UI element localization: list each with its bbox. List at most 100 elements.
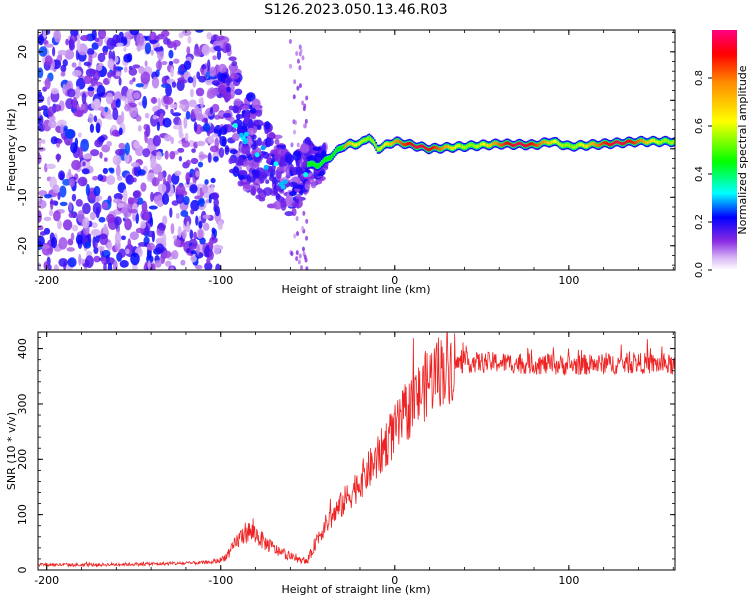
noise-cell: [122, 217, 126, 222]
noise-cell: [190, 88, 194, 98]
carrier-cell: [471, 143, 474, 147]
spectrogram-ytick-label: 20: [16, 45, 29, 59]
noise-cell: [80, 139, 90, 152]
noise-cell: [171, 81, 177, 88]
noise-cell: [123, 66, 128, 73]
noise-cell: [43, 216, 52, 222]
noise-cell: [150, 157, 157, 168]
noise-cell: [45, 163, 56, 170]
noise-cell: [135, 212, 139, 224]
carrier-cell: [417, 145, 419, 149]
noise-cell: [165, 96, 174, 105]
carrier-cell: [344, 144, 347, 148]
noise-cell: [280, 200, 287, 211]
noise-cell: [217, 73, 228, 79]
noise-cell: [38, 110, 41, 118]
carrier-cell: [376, 147, 379, 151]
carrier-cell: [548, 141, 550, 145]
noise-cell: [118, 77, 122, 86]
noise-cell: [180, 210, 189, 218]
noise-cell: [293, 79, 297, 85]
carrier-cell: [593, 142, 596, 146]
noise-cell: [301, 246, 305, 252]
carrier-cell: [658, 141, 660, 145]
carrier-cell: [316, 164, 319, 168]
carrier-cell: [465, 145, 468, 149]
noise-cell: [222, 112, 232, 119]
noise-cell: [189, 184, 198, 194]
noise-cell: [39, 231, 47, 236]
noise-cell: [211, 227, 216, 234]
carrier-cell: [412, 144, 415, 148]
carrier-cell: [585, 144, 588, 148]
noise-cell: [179, 99, 189, 105]
noise-cell: [205, 199, 210, 204]
noise-cell: [53, 210, 61, 222]
noise-cell: [116, 42, 124, 47]
spectrogram-frame: [37, 29, 676, 271]
noise-cell: [123, 54, 132, 63]
carrier-cell: [532, 142, 535, 146]
carrier-cell: [660, 140, 663, 144]
carrier-cell: [453, 146, 456, 150]
noise-cell: [197, 229, 204, 239]
carrier-cell: [394, 139, 397, 143]
noise-cell: [71, 69, 82, 77]
noise-cell: [186, 248, 191, 253]
carrier-cell: [510, 143, 513, 147]
noise-cell: [59, 185, 67, 198]
noise-cell: [196, 140, 206, 147]
noise-cell: [65, 82, 72, 91]
noise-cell: [62, 59, 68, 67]
noise-cell: [198, 154, 209, 159]
noise-cell: [144, 42, 152, 55]
noise-cell: [183, 60, 192, 71]
noise-cell: [140, 220, 147, 229]
noise-cell: [161, 193, 170, 205]
carrier-cell: [347, 142, 350, 146]
noise-cell: [146, 124, 151, 137]
spectrogram-ytick-label: -10: [16, 188, 29, 206]
noise-cell: [170, 223, 175, 235]
signal-cell: [242, 139, 248, 145]
noise-cell: [202, 214, 211, 219]
noise-cell: [121, 95, 127, 102]
noise-cell: [102, 45, 109, 54]
noise-cell: [52, 46, 56, 57]
noise-cell: [204, 179, 209, 185]
carrier-cell: [431, 146, 433, 150]
noise-cell: [187, 35, 192, 44]
noise-cell: [295, 216, 299, 222]
noise-cell: [285, 167, 290, 176]
noise-cell: [87, 86, 95, 91]
carrier-cell: [584, 144, 586, 148]
carrier-cell: [639, 138, 642, 142]
carrier-cell: [592, 142, 595, 146]
carrier-cell: [329, 156, 332, 160]
noise-cell: [38, 46, 48, 57]
noise-cell: [66, 247, 75, 252]
noise-cell: [249, 108, 257, 114]
carrier-cell: [341, 145, 344, 150]
noise-cell: [265, 179, 270, 184]
carrier-cell: [461, 145, 464, 149]
noise-cell: [241, 104, 250, 111]
carrier-cell: [372, 140, 375, 144]
noise-cell: [125, 174, 135, 185]
carrier-cell: [375, 144, 378, 149]
noise-cell: [137, 169, 146, 176]
noise-cell: [75, 234, 83, 245]
carrier-cell: [401, 142, 404, 146]
carrier-cell: [328, 156, 330, 161]
noise-cell: [187, 76, 194, 84]
noise-cell: [189, 229, 194, 240]
noise-cell: [118, 248, 126, 258]
noise-cell: [88, 113, 94, 124]
carrier-cell: [605, 141, 607, 145]
carrier-cell: [521, 142, 524, 147]
carrier-cell: [644, 140, 646, 144]
noise-cell: [144, 112, 150, 119]
noise-cell: [251, 98, 261, 109]
noise-cell: [298, 83, 302, 89]
carrier-cell: [472, 143, 475, 148]
